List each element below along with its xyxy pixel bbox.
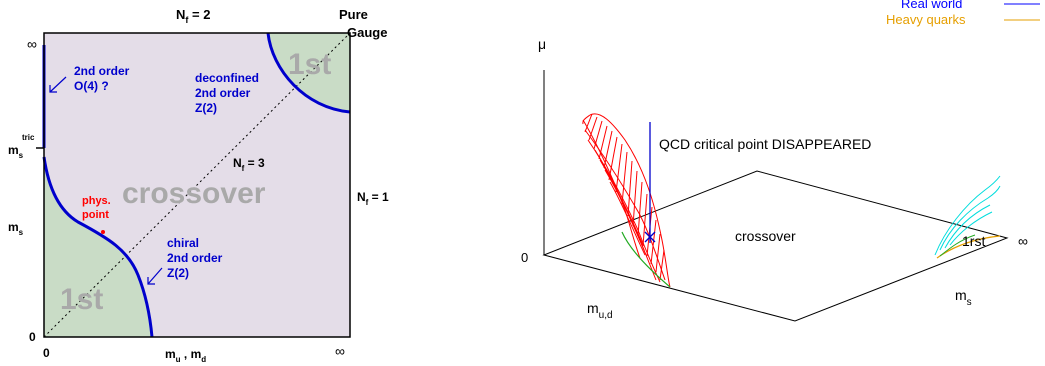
nf2-label: Nf = 2: [176, 7, 210, 25]
chiral-arrow: [147, 267, 163, 285]
deconf-label-2: 2nd order: [195, 86, 251, 100]
heavy-quark-curves: [934, 175, 1001, 259]
deconf-label-3: Z(2): [195, 101, 217, 115]
chiral-label-1: chiral: [167, 236, 199, 250]
pure-gauge-label-2: Gauge: [347, 25, 387, 40]
axis-inf-bottom: ∞: [335, 343, 345, 359]
axis-zero-left: 0: [29, 330, 36, 344]
ms-tric-label: ms: [8, 143, 24, 160]
o4-arrow: [49, 76, 67, 93]
o4-label-1: 2nd order: [74, 64, 130, 78]
chiral-label-3: Z(2): [167, 266, 189, 280]
nf1-label: Nf = 1: [357, 190, 389, 207]
mu-label: μ: [538, 36, 546, 52]
critical-surface-ribs: [584, 113, 665, 281]
base-plane: [542, 170, 1009, 322]
pure-gauge-label-1: Pure: [339, 7, 368, 22]
phys-point-marker: [101, 230, 105, 234]
first-order-label-3d: 1rst: [962, 233, 985, 249]
crossover-label: crossover: [122, 177, 266, 210]
critical-line-top: [266, 32, 351, 114]
mud-label-3d: mu,d: [587, 300, 613, 321]
nf3-label: Nf = 3: [233, 156, 265, 173]
ms-label-3d: ms: [955, 287, 972, 308]
columbia-plot: Nf = 2 Pure Gauge ∞ 0 0 ∞ ms tric ms mu …: [8, 7, 389, 364]
o4-label-2: O(4) ?: [74, 79, 109, 93]
first-order-top-label: 1st: [288, 48, 331, 81]
chiral-label-2: 2nd order: [167, 251, 223, 265]
plot-frame: [43, 32, 351, 338]
axis-inf-top: ∞: [27, 36, 37, 52]
crossover-label-3d: crossover: [735, 228, 796, 244]
first-order-bottom-label: 1st: [60, 283, 103, 316]
deconf-label-1: deconfined: [195, 71, 259, 85]
3d-plot: Real world Heavy quarks μ 0: [521, 0, 1040, 322]
legend-real-world: Real world: [901, 0, 962, 11]
ms-tric-superscript: tric: [22, 133, 35, 142]
critical-surface-edge: [621, 231, 671, 288]
critical-line-bottom: [42, 156, 154, 338]
ms-label: ms: [8, 220, 24, 237]
inf-label-3d: ∞: [1018, 233, 1028, 249]
phys-point-label-2: point: [82, 209, 109, 221]
axis-zero-bottom: 0: [43, 346, 50, 360]
x-axis-label: mu , md: [165, 347, 206, 364]
nf3-diagonal: [43, 32, 351, 338]
qcd-critical-point-marker: [644, 231, 656, 243]
first-order-region-top: [268, 33, 350, 112]
phys-point-label-1: phys.: [82, 195, 111, 207]
zero-label: 0: [521, 250, 528, 265]
first-order-region-bottom: [44, 157, 152, 337]
qcd-critical-point-label: QCD critical point DISAPPEARED: [659, 136, 871, 152]
legend-heavy-quarks: Heavy quarks: [886, 12, 966, 27]
